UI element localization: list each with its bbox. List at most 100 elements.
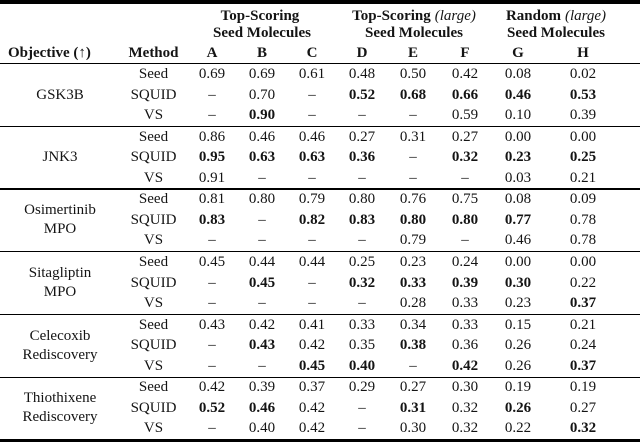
method-label: SQUID: [130, 274, 177, 291]
value-cell: 0.63: [248, 149, 276, 166]
value-cell: 0.29: [348, 379, 376, 396]
table-header: Objective (↑) Method Top-Scoring Seed Mo…: [0, 4, 640, 63]
value-cell: 0.76: [399, 191, 427, 208]
method-label: VS: [143, 107, 164, 124]
value-cell: 0.46: [504, 232, 532, 249]
value-cell: –: [258, 232, 266, 249]
objective-label: JNK3: [42, 149, 78, 166]
value-cell: 0.52: [198, 399, 226, 416]
column-letter-h: H: [577, 44, 589, 61]
value-cell: 0.83: [198, 211, 226, 228]
value-cell: 0.25: [569, 149, 597, 166]
value-cell: 0.22: [569, 274, 597, 291]
value-cell: 0.30: [504, 274, 532, 291]
group-title-suffix: (large): [434, 7, 476, 24]
value-cell: 0.37: [569, 295, 597, 312]
value-cell: –: [208, 295, 216, 312]
value-cell: 0.28: [399, 295, 427, 312]
header-divider-rule: [0, 62, 640, 65]
method-label: SQUID: [130, 86, 177, 103]
value-cell: 0.32: [451, 149, 479, 166]
column-letter-b: B: [256, 44, 267, 61]
value-cell: 0.95: [198, 149, 226, 166]
value-cell: 0.61: [298, 66, 326, 83]
value-cell: –: [258, 169, 266, 186]
value-cell: 0.75: [451, 191, 479, 208]
value-cell: 0.23: [504, 295, 532, 312]
value-cell: 0.35: [348, 337, 376, 354]
method-label: SQUID: [130, 149, 177, 166]
value-cell: 0.80: [348, 191, 376, 208]
value-cell: 0.45: [198, 254, 226, 271]
block-divider-rule: [0, 251, 640, 253]
value-cell: 0.82: [298, 211, 326, 228]
value-cell: 0.03: [504, 169, 532, 186]
value-cell: –: [208, 232, 216, 249]
value-cell: –: [358, 295, 366, 312]
value-cell: 0.19: [569, 379, 597, 396]
method-column-header: Method: [128, 44, 179, 61]
value-cell: 0.42: [298, 420, 326, 437]
value-cell: –: [409, 169, 417, 186]
value-cell: 0.34: [399, 316, 427, 333]
value-cell: –: [358, 232, 366, 249]
value-cell: 0.26: [504, 337, 532, 354]
objective-label: GSK3B: [36, 86, 84, 103]
value-cell: 0.63: [298, 149, 326, 166]
value-cell: –: [308, 86, 316, 103]
block-divider-rule: [0, 376, 640, 378]
objective-column-header: Objective (↑): [8, 44, 91, 61]
value-cell: 0.21: [569, 169, 597, 186]
method-label: Seed: [138, 191, 169, 208]
method-label: Seed: [138, 254, 169, 271]
value-cell: 0.26: [504, 399, 532, 416]
method-label: SQUID: [130, 399, 177, 416]
value-cell: 0.23: [504, 149, 532, 166]
value-cell: 0.40: [348, 357, 376, 374]
value-cell: –: [258, 295, 266, 312]
column-group-top-scoring: Top-Scoring Seed Molecules: [187, 8, 337, 42]
group-title-suffix: (large): [564, 7, 607, 24]
column-letter-f: F: [460, 44, 470, 61]
value-cell: 0.81: [198, 191, 226, 208]
value-cell: 0.33: [348, 316, 376, 333]
method-label: Seed: [138, 379, 169, 396]
value-cell: 0.66: [451, 86, 479, 103]
value-cell: 0.00: [569, 254, 597, 271]
value-cell: 0.38: [399, 337, 427, 354]
value-cell: 0.10: [504, 107, 532, 124]
value-cell: 0.42: [248, 316, 276, 333]
value-cell: 0.00: [504, 254, 532, 271]
group-title: Random (large): [491, 8, 621, 25]
value-cell: 0.46: [248, 128, 276, 145]
value-cell: –: [308, 232, 316, 249]
table-top-rule: [0, 0, 640, 4]
value-cell: –: [308, 107, 316, 124]
value-cell: 0.24: [451, 254, 479, 271]
group-title-text: Top-Scoring: [220, 7, 300, 24]
value-cell: –: [308, 169, 316, 186]
value-cell: 0.77: [504, 211, 532, 228]
method-label: VS: [143, 420, 164, 437]
value-cell: 0.39: [569, 107, 597, 124]
objective-block: Thiothixene Rediscovery Seed 0.42 0.39 0.37 0…: [0, 378, 640, 440]
objective-block: Sitagliptin MPO Seed 0.45 0.44 0.44 0.25 0.23 0…: [0, 252, 640, 314]
value-cell: 0.79: [298, 191, 326, 208]
method-label: SQUID: [130, 211, 177, 228]
method-label: Seed: [138, 66, 169, 83]
value-cell: 0.42: [298, 337, 326, 354]
value-cell: 0.27: [399, 379, 427, 396]
value-cell: 0.31: [399, 128, 427, 145]
value-cell: –: [208, 107, 216, 124]
group-title: Top-Scoring: [187, 8, 337, 25]
value-cell: 0.33: [451, 295, 479, 312]
value-cell: 0.30: [451, 379, 479, 396]
value-cell: 0.40: [248, 420, 276, 437]
block-divider-rule: [0, 125, 640, 127]
method-label: VS: [143, 232, 164, 249]
value-cell: 0.68: [399, 86, 427, 103]
value-cell: –: [308, 295, 316, 312]
table-bottom-rule: [0, 439, 640, 442]
value-cell: –: [258, 211, 266, 228]
column-letter-e: E: [407, 44, 418, 61]
